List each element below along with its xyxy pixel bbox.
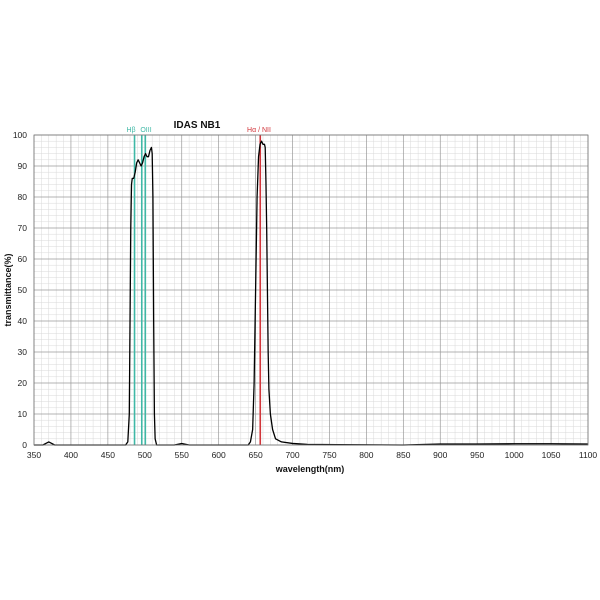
x-tick-label: 500 [138,450,152,460]
annotation-halpha-nii: Hα / NII [247,127,271,134]
y-tick-label: 0 [22,440,27,450]
x-tick-label: 900 [433,450,447,460]
y-tick-labels: 0 10 20 30 40 50 60 70 80 90 100 [13,130,27,450]
chart-title: IDAS NB1 [174,120,221,131]
x-tick-label: 1050 [542,450,561,460]
y-tick-label: 100 [13,130,27,140]
x-tick-label: 350 [27,450,41,460]
x-tick-labels: 350 400 450 500 550 600 650 700 750 800 850 900 950 1… [27,450,598,460]
y-tick-label: 50 [18,285,28,295]
y-tick-label: 80 [18,192,28,202]
x-tick-label: 950 [470,450,484,460]
plot-frame [33,134,589,446]
x-tick-label: 650 [249,450,263,460]
reference-lines [133,135,262,445]
x-tick-label: 400 [64,450,78,460]
y-tick-label: 90 [18,161,28,171]
y-tick-label: 20 [18,378,28,388]
y-tick-label: 40 [18,316,28,326]
x-tick-label: 750 [322,450,336,460]
y-axis-label: transmittance(%) [3,253,13,326]
x-axis-label: wavelength(nm) [275,464,345,474]
y-tick-label: 10 [18,409,28,419]
y-tick-label: 30 [18,347,28,357]
x-tick-label: 1000 [505,450,524,460]
x-tick-label: 1100 [579,450,598,460]
x-tick-label: 450 [101,450,115,460]
x-tick-label: 850 [396,450,410,460]
y-tick-label: 60 [18,254,28,264]
annotation-oiii: OIII [140,127,151,134]
x-tick-label: 800 [359,450,373,460]
x-tick-label: 600 [212,450,226,460]
y-tick-label: 70 [18,223,28,233]
annotation-hbeta: Hβ [126,127,135,134]
x-tick-label: 700 [285,450,299,460]
x-tick-label: 550 [175,450,189,460]
